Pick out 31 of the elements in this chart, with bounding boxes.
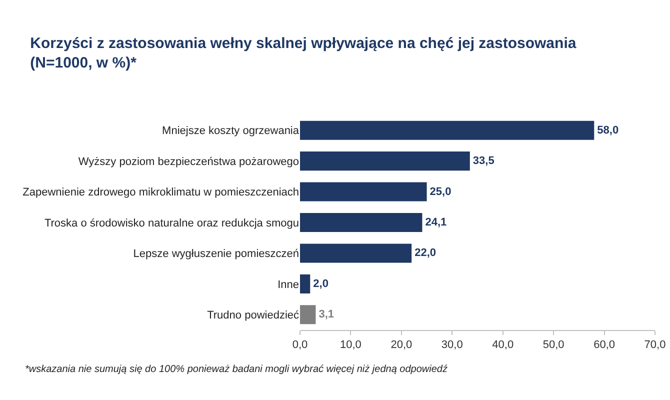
bar — [300, 182, 427, 202]
x-tick-label: 50,0 — [542, 339, 564, 352]
x-tick-label: 30,0 — [441, 339, 463, 352]
x-tick-label: 70,0 — [644, 339, 666, 352]
y-tick-label: Lepsze wygłuszenie pomieszczeń — [133, 248, 299, 260]
y-tick-label: Trudno powiedzieć — [207, 309, 300, 322]
chart-title: Korzyści z zastosowania wełny skalnej wpływające na chęć jej zastosowania (N=1000, w %)* — [30, 35, 577, 72]
data-label: 24,1 — [425, 216, 447, 228]
data-label: 2,0 — [313, 278, 328, 290]
y-tick-label: Inne — [278, 278, 299, 291]
text: *wskazania nie sumują się do 100% ponieważ badani mogli wybrać więcej niż jedną odpowiedź — [25, 364, 448, 375]
y-tick-label: Troska o środowisko naturalne oraz redukcja smogu — [44, 217, 299, 230]
data-label: 33,5 — [472, 155, 494, 168]
x-tick-label: 20,0 — [390, 339, 412, 352]
bar — [300, 212, 422, 232]
x-tick-label: 10,0 — [340, 339, 362, 352]
x-tick-label: 40,0 — [492, 339, 514, 352]
bar — [300, 152, 470, 171]
bar — [300, 305, 316, 324]
y-tick-label: Wyższy poziom bezpieczeństwa pożarowego — [78, 156, 299, 168]
bar — [300, 120, 594, 140]
bar — [300, 244, 412, 263]
x-tick-label: 60,0 — [594, 339, 615, 352]
bar — [300, 274, 310, 294]
data-label: 25,0 — [430, 186, 452, 198]
data-label: 3,1 — [318, 308, 334, 321]
x-tick-label: 0,0 — [292, 339, 308, 352]
y-tick-label: Zapewnienie zdrowego mikroklimatu w pomieszczeniach — [22, 186, 299, 199]
data-label: 22,0 — [414, 247, 436, 260]
data-label: 58,0 — [597, 124, 619, 136]
y-tick-label: Mniejsze koszty ogrzewania — [162, 125, 300, 138]
